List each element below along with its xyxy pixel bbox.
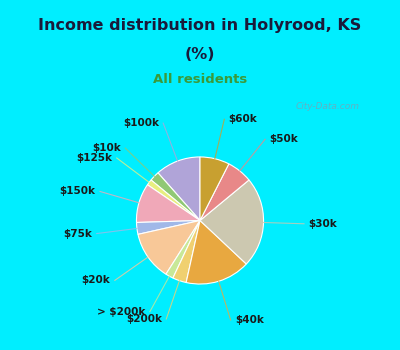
Wedge shape: [138, 220, 200, 274]
Text: Income distribution in Holyrood, KS: Income distribution in Holyrood, KS: [38, 18, 362, 33]
Wedge shape: [136, 220, 200, 234]
Text: $150k: $150k: [60, 187, 96, 196]
Wedge shape: [200, 164, 249, 220]
Wedge shape: [200, 157, 229, 220]
Wedge shape: [148, 180, 200, 220]
Text: All residents: All residents: [153, 73, 247, 86]
Text: $50k: $50k: [270, 134, 298, 144]
Text: (%): (%): [185, 47, 215, 62]
Text: $10k: $10k: [92, 143, 121, 153]
Wedge shape: [200, 180, 264, 264]
Text: City-Data.com: City-Data.com: [296, 102, 360, 111]
Wedge shape: [186, 220, 246, 284]
Text: $100k: $100k: [123, 118, 159, 128]
Wedge shape: [136, 185, 200, 223]
Bar: [25, 94, 30, 346]
Text: $125k: $125k: [76, 153, 112, 163]
Text: $60k: $60k: [229, 114, 258, 124]
Text: > $200k: > $200k: [97, 307, 146, 317]
Text: $75k: $75k: [64, 229, 92, 239]
Wedge shape: [173, 220, 200, 282]
Text: $200k: $200k: [126, 314, 162, 324]
Wedge shape: [166, 220, 200, 278]
Wedge shape: [158, 157, 200, 220]
Text: $40k: $40k: [235, 315, 264, 325]
Text: $20k: $20k: [82, 275, 110, 285]
Bar: [370, 94, 375, 346]
Wedge shape: [151, 173, 200, 220]
Text: $30k: $30k: [308, 219, 337, 229]
